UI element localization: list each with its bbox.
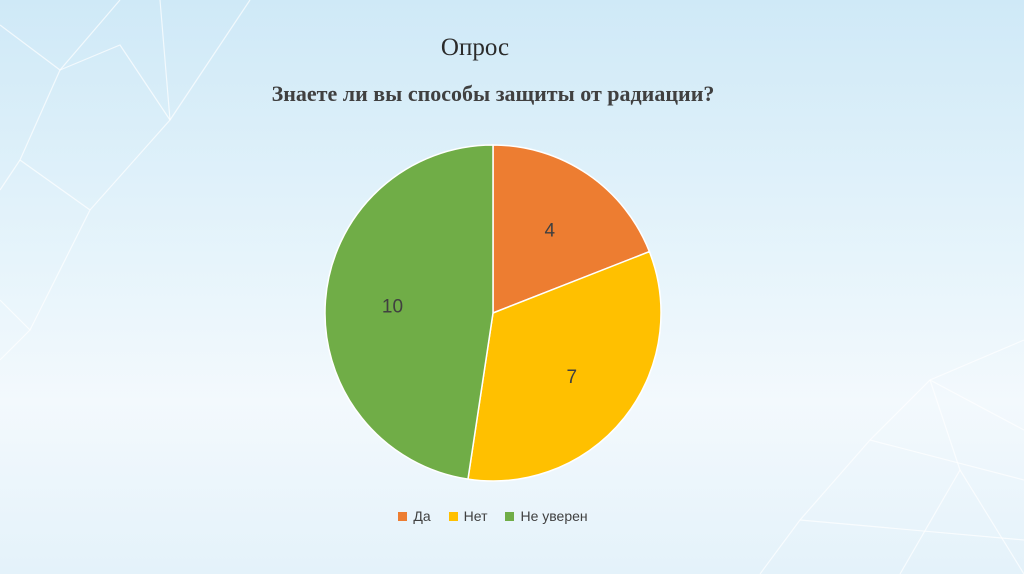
chart-title: Знаете ли вы способы защиты от радиации?	[271, 81, 715, 106]
pie-slice-2	[467, 250, 662, 482]
legend-label: Нет	[463, 508, 488, 524]
legend-item-3: Не уверен	[505, 508, 588, 524]
legend-label: Не уверен	[520, 508, 588, 524]
legend-label: Да	[413, 508, 431, 524]
pie-data-label-3: 10	[382, 296, 403, 317]
legend-swatch	[448, 511, 458, 521]
legend-swatch	[398, 511, 408, 521]
legend-item-2: Нет	[448, 508, 488, 524]
legend-swatch	[505, 511, 515, 521]
pie-slice-1	[492, 144, 651, 315]
chart-legend: Да Нет Не уверен	[0, 508, 986, 524]
pie-data-label-2: 7	[567, 367, 578, 388]
pie-slice-3	[324, 144, 494, 480]
legend-item-1: Да	[398, 508, 431, 524]
slide-title: Опрос	[440, 34, 510, 61]
pie-data-label-1: 4	[544, 221, 555, 242]
